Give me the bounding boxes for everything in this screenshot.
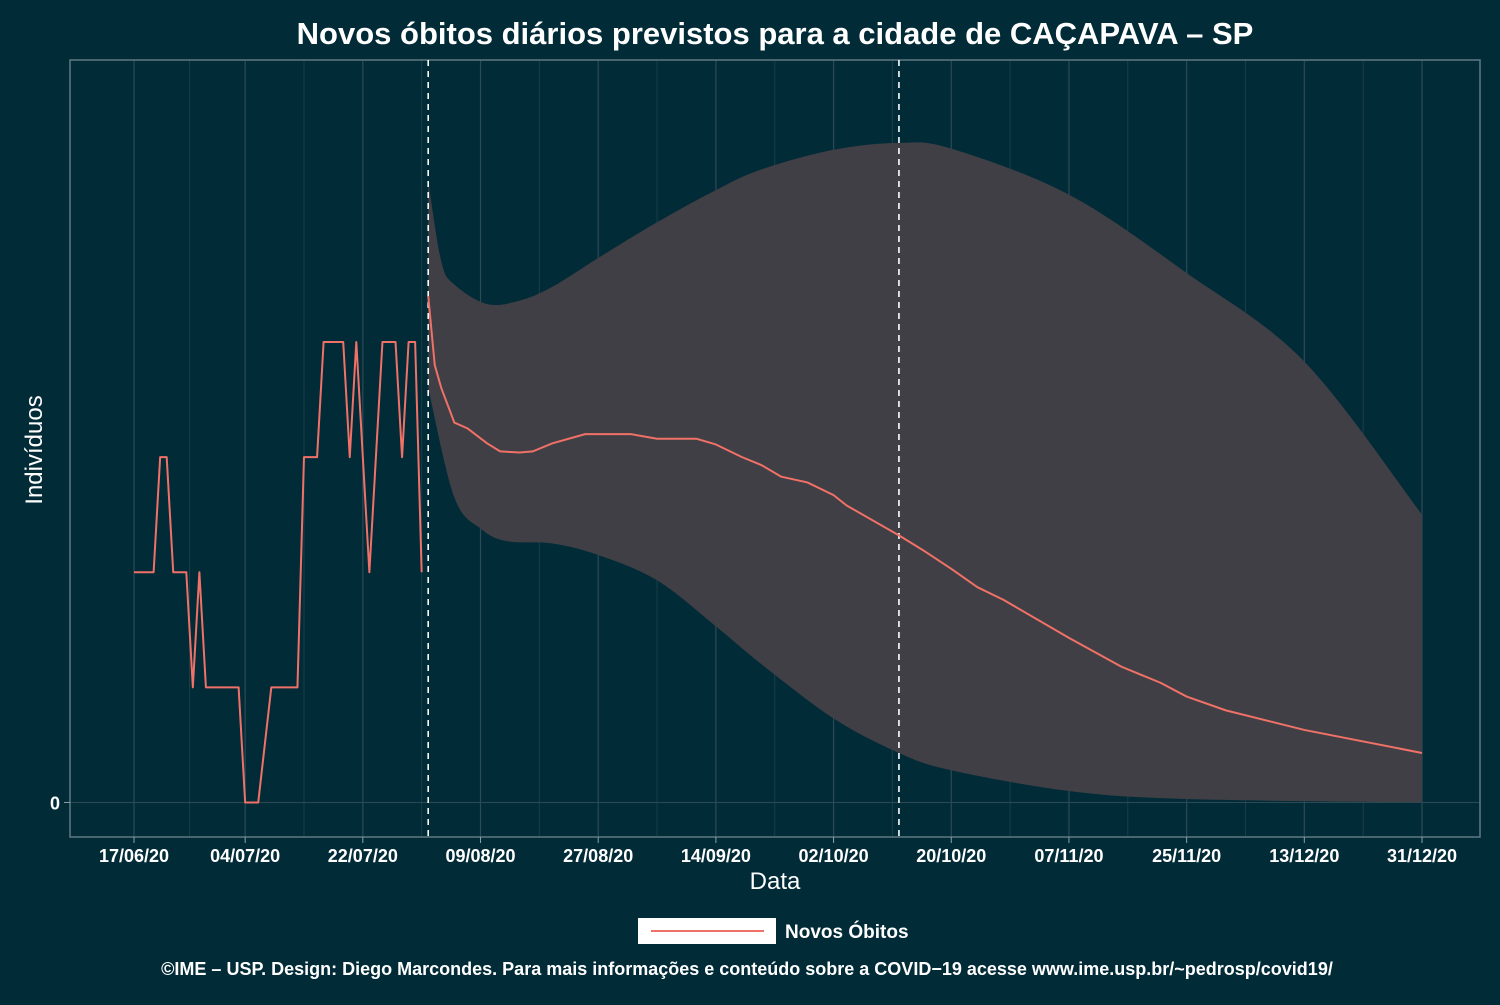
series-line-forecast <box>427 295 1423 754</box>
plot-border <box>69 59 1481 838</box>
y-axis-label: Indivíduos <box>21 395 48 504</box>
x-tick-label: 07/11/20 <box>1034 846 1103 866</box>
x-tick-label: 22/07/20 <box>328 846 398 866</box>
x-tick-label: 25/11/20 <box>1152 846 1221 866</box>
x-tick-label: 14/09/20 <box>681 846 751 866</box>
legend-label: Novos Óbitos <box>785 921 909 943</box>
x-tick-label: 04/07/20 <box>210 846 280 866</box>
x-tick-label: 27/08/20 <box>563 846 633 866</box>
footer-credit: ©IME – USP. Design: Diego Marcondes. Par… <box>161 959 1333 979</box>
x-axis-label: Data <box>750 868 801 895</box>
x-tick-label: 17/06/20 <box>99 846 169 866</box>
forecast-band <box>428 142 1422 803</box>
chart-title: Novos óbitos diários previstos para a ci… <box>297 16 1254 51</box>
x-tick-label: 31/12/20 <box>1387 846 1457 866</box>
y-tick-label: 0 <box>50 793 60 813</box>
x-tick-label: 02/10/20 <box>799 846 869 866</box>
x-tick-label: 13/12/20 <box>1269 846 1339 866</box>
x-tick-label: 20/10/20 <box>916 846 986 866</box>
series-line-observed <box>134 341 423 804</box>
x-tick-label: 09/08/20 <box>445 846 515 866</box>
plot-area: 17/06/20 04/07/20 22/07/20 09/08/20 27/08/20… <box>50 59 1481 866</box>
legend: Novos Óbitos <box>638 918 909 944</box>
